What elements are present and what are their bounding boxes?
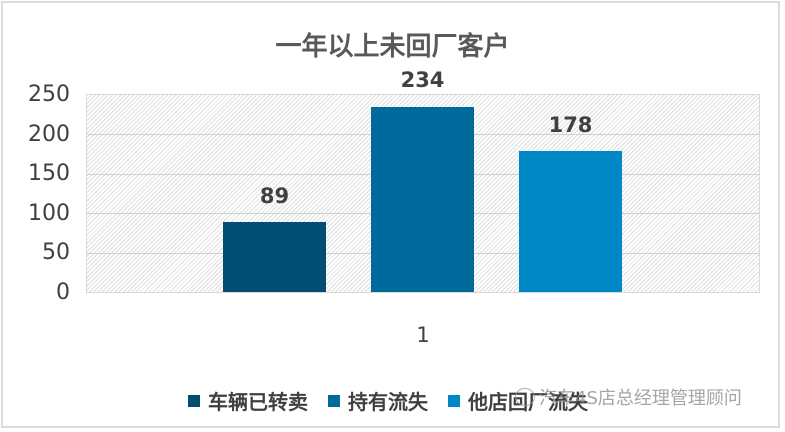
wechat-icon xyxy=(515,388,535,406)
data-label-89: 89 xyxy=(259,184,290,208)
legend-label: 持有流失 xyxy=(348,390,428,414)
y-tick-100: 100 xyxy=(28,201,70,226)
data-label-234: 234 xyxy=(400,68,445,92)
legend-item-owned-lost[interactable]: 持有流失 xyxy=(328,386,428,415)
y-tick-200: 200 xyxy=(28,122,70,147)
data-label-178: 178 xyxy=(548,113,593,137)
plot-area xyxy=(86,94,760,293)
watermark: 汽车4S店总经理管理顾问 xyxy=(515,384,742,410)
legend-swatch-icon xyxy=(188,394,200,407)
y-tick-150: 150 xyxy=(28,161,70,186)
x-category-label: 1 xyxy=(416,323,430,347)
y-tick-0: 0 xyxy=(56,280,70,305)
bar-vehicle-resold[interactable] xyxy=(223,222,326,292)
chart-title: 一年以上未回厂客户 xyxy=(275,32,510,62)
legend-swatch-icon xyxy=(448,394,460,407)
y-tick-50: 50 xyxy=(42,240,70,265)
legend-item-vehicle-resold[interactable]: 车辆已转卖 xyxy=(188,386,308,415)
legend-label: 车辆已转卖 xyxy=(208,390,308,414)
watermark-text: 汽车4S店总经理管理顾问 xyxy=(539,388,742,409)
bar-other-shop-lost[interactable] xyxy=(519,151,622,292)
legend-swatch-icon xyxy=(328,394,340,407)
bar-owned-lost[interactable] xyxy=(371,107,474,292)
y-tick-250: 250 xyxy=(28,82,70,107)
